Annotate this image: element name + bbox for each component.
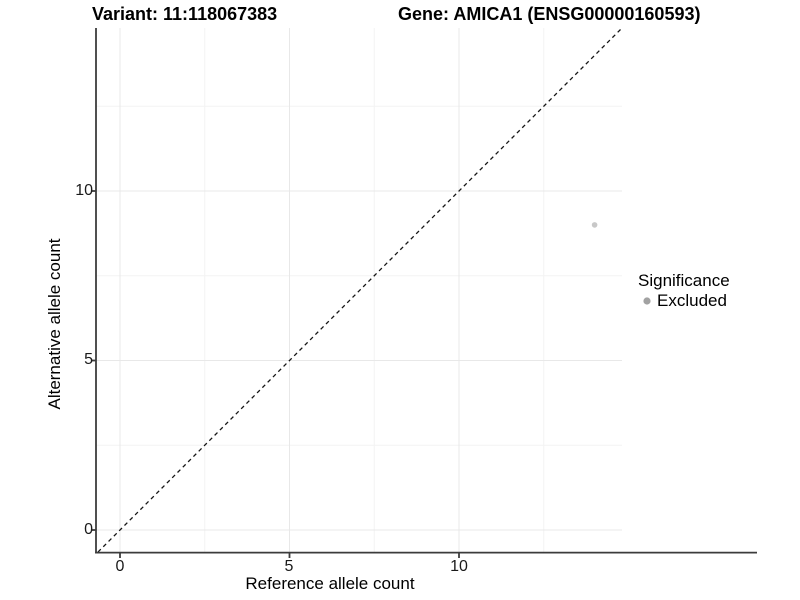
identity-line <box>97 27 623 553</box>
x-tick-label-5: 5 <box>284 558 294 575</box>
y-tick-label-0: 0 <box>84 521 93 538</box>
legend-item-label-excluded: Excluded <box>657 291 727 310</box>
x-tick-label-0: 0 <box>115 558 125 575</box>
legend-key-dot <box>643 297 651 305</box>
x-tick-label-10: 10 <box>450 558 468 575</box>
plot-title-variant: Variant: 11:118067383 <box>92 4 278 24</box>
plot-title-gene: Gene: AMICA1 (ENSG00000160593) <box>398 4 701 24</box>
y-tick-label-5: 5 <box>84 351 93 368</box>
grid-layer <box>96 28 622 552</box>
x-axis-title: Reference allele count <box>245 574 415 593</box>
tick-layer <box>91 190 460 558</box>
legend-title: Significance <box>638 271 730 290</box>
data-point <box>591 222 598 228</box>
y-axis-title: Alternative allele count <box>45 238 64 410</box>
y-tick-label-10: 10 <box>75 182 93 199</box>
